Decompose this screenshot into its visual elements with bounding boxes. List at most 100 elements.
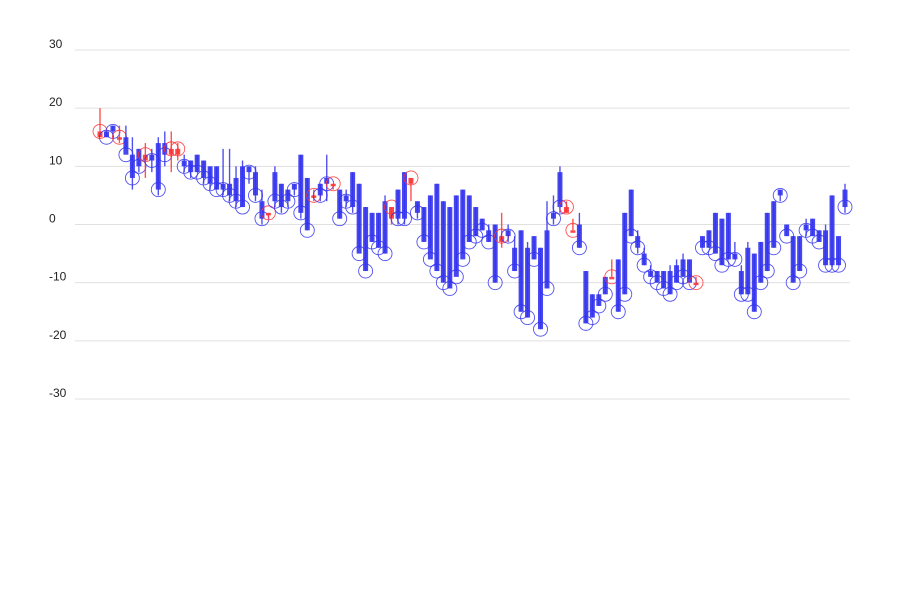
candle-body [201, 160, 207, 178]
candle-body [654, 271, 660, 283]
candle-body [233, 177, 239, 202]
candle-body [784, 224, 790, 237]
close-marker [124, 170, 140, 186]
candle-body [518, 230, 524, 312]
candle-body [123, 137, 129, 155]
close-marker [235, 199, 250, 215]
close-marker [766, 240, 782, 256]
candle-body [389, 207, 395, 219]
candle-body [227, 183, 233, 196]
y-tick-label: 30 [49, 37, 63, 51]
candle-body [745, 247, 751, 295]
candle-body [758, 241, 764, 283]
close-marker [539, 281, 555, 296]
candle-body [803, 224, 809, 231]
close-marker [610, 304, 626, 320]
close-marker [571, 240, 587, 256]
candle-body [265, 212, 271, 216]
candle-body [706, 230, 712, 248]
close-marker [358, 263, 374, 279]
candle-body [330, 183, 336, 187]
candle-body [790, 236, 796, 283]
y-tick-label: -20 [49, 328, 67, 342]
candle-body [479, 218, 485, 231]
candle-body [440, 201, 446, 283]
candle-body [732, 253, 738, 260]
candle-body [531, 236, 537, 260]
candle-body [661, 271, 667, 289]
candle-body [583, 271, 589, 324]
candle-body [421, 207, 427, 242]
candle-body [473, 207, 479, 237]
candle-body [343, 195, 349, 202]
close-marker [377, 246, 393, 262]
close-marker [746, 304, 762, 320]
candle-body [712, 212, 718, 254]
candle-body [667, 271, 673, 295]
close-marker [520, 310, 536, 326]
candle-body [460, 189, 466, 260]
candle-body [693, 282, 699, 286]
candle-body [615, 259, 621, 312]
candle-body [317, 183, 323, 196]
candle-body [376, 212, 382, 248]
candle-body [589, 294, 595, 318]
candle-body [777, 189, 783, 196]
close-marker [280, 193, 296, 209]
candle-body [771, 201, 777, 248]
candle-body [278, 183, 284, 208]
candle-body [609, 276, 615, 280]
close-marker [772, 187, 788, 203]
candle-body [350, 172, 356, 208]
candle-body [836, 236, 842, 266]
candle-body [751, 253, 757, 312]
candle-body [570, 230, 576, 233]
candle-body [816, 230, 822, 242]
candle-body [188, 160, 194, 173]
candle-body [622, 212, 628, 295]
candle-body [175, 148, 181, 155]
candle-body [486, 230, 492, 242]
close-marker [546, 211, 561, 227]
candle-body [505, 230, 511, 237]
close-marker [617, 286, 633, 302]
candle-body [110, 125, 116, 132]
y-axis-ticks: 30 20 10 0 -10 -20 -30 [49, 37, 67, 400]
close-marker [584, 310, 600, 326]
candle-body [648, 271, 654, 277]
candle-body [725, 212, 731, 260]
close-marker [170, 141, 186, 157]
candle-body [220, 183, 226, 190]
candle-body [635, 236, 641, 248]
close-marker [403, 170, 419, 186]
close-marker [837, 199, 853, 215]
candle-body [291, 183, 297, 190]
candle-body [525, 247, 531, 318]
y-tick-label: -10 [49, 270, 67, 284]
close-marker [448, 269, 464, 285]
candle-body [602, 276, 608, 295]
candle-body [719, 218, 725, 266]
candle-body [842, 189, 848, 208]
candle-body [181, 160, 187, 167]
candle-body [427, 195, 433, 260]
close-marker [753, 275, 769, 291]
candle-body [447, 207, 453, 289]
candle-body [116, 137, 122, 140]
close-marker [325, 176, 341, 192]
candle-body [492, 224, 498, 283]
candle-body [823, 230, 829, 266]
candle-body [401, 172, 407, 219]
candle-body [395, 189, 401, 219]
close-marker [662, 286, 678, 302]
plot-area [92, 108, 853, 337]
candle-body [641, 253, 647, 266]
candle-body [699, 236, 705, 248]
candle-body [356, 183, 362, 254]
candle-body [829, 195, 835, 266]
candle-body [687, 259, 693, 283]
close-marker [260, 205, 276, 221]
candle-body [272, 172, 278, 202]
